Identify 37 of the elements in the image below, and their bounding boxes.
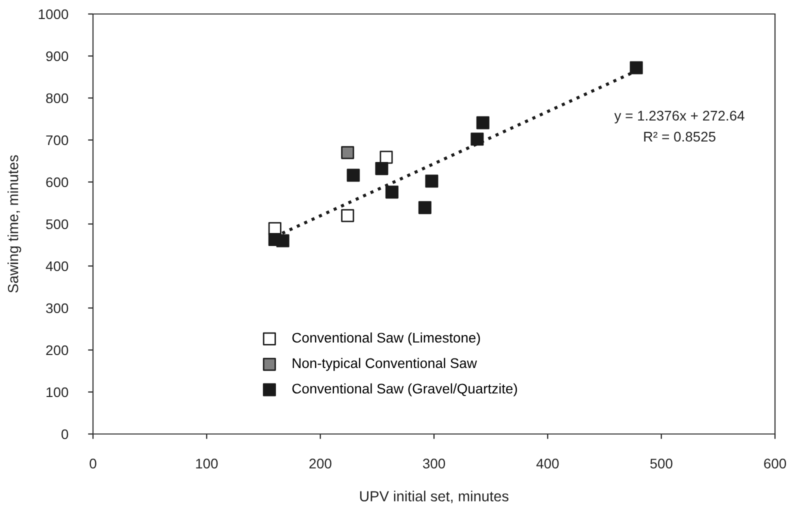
x-axis-title: UPV initial set, minutes	[360, 490, 508, 504]
point	[385, 186, 398, 199]
x-tick-label: 600	[764, 458, 786, 469]
y-tick-label: 500	[46, 219, 68, 230]
legend-label: Conventional Saw (Limestone)	[292, 332, 480, 346]
y-tick-label: 100	[46, 387, 68, 398]
point	[470, 132, 484, 146]
x-tick-label: 400	[536, 458, 559, 469]
legend-label: Conventional Saw (Gravel/Quartzite)	[292, 383, 517, 396]
annotation: y = 1.2376x + 272.64	[614, 110, 744, 124]
point	[341, 146, 354, 160]
annotation: R² = 0.8525	[644, 132, 716, 142]
x-tick-label: 500	[650, 458, 672, 469]
y-tick-label: 200	[46, 345, 68, 356]
point	[346, 168, 360, 182]
y-tick-label: 300	[46, 303, 68, 314]
point	[341, 209, 354, 222]
point	[418, 201, 432, 214]
point	[375, 162, 388, 176]
legend-label: Non-typical Conventional Saw	[292, 358, 477, 371]
y-tick-label: 0	[62, 429, 68, 440]
y-axis-title: Sawing time, minutes	[8, 155, 22, 293]
point	[476, 116, 490, 130]
x-tick-label: 100	[196, 458, 218, 469]
x-tick-label: 200	[309, 458, 332, 469]
point	[425, 174, 438, 188]
x-tick-label: 300	[422, 458, 446, 469]
y-tick-label: 600	[46, 177, 68, 188]
y-tick-label: 700	[46, 135, 68, 146]
y-tick-label: 1000	[38, 9, 68, 20]
y-tick-label: 400	[46, 261, 68, 272]
y-tick-label: 900	[46, 51, 68, 62]
point	[380, 150, 393, 164]
point	[630, 61, 643, 74]
point	[276, 234, 290, 248]
y-tick-label: 800	[46, 93, 68, 104]
x-tick-label: 0	[90, 458, 96, 469]
